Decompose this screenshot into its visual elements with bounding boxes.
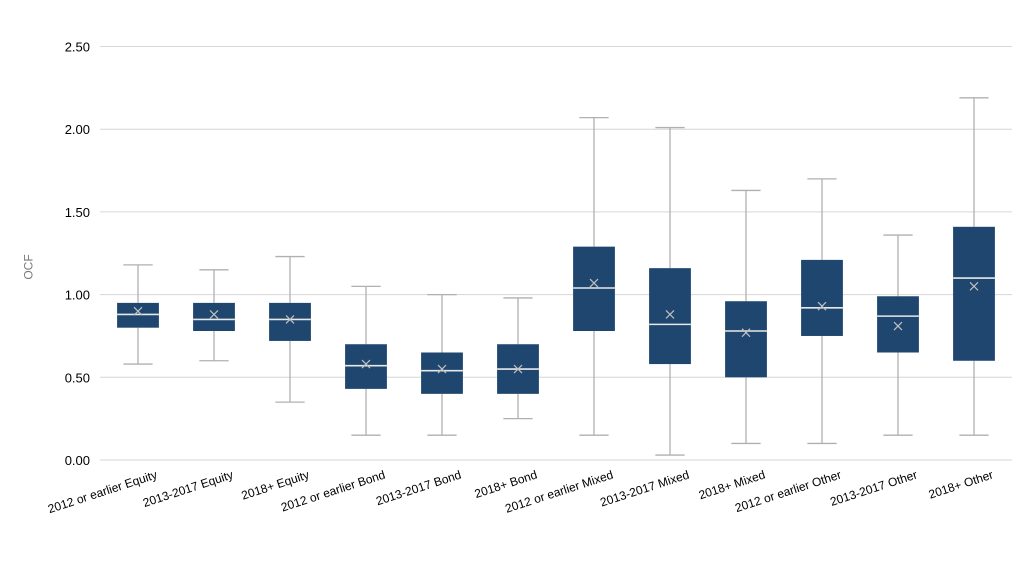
category-label: 2013-2017 Other bbox=[828, 468, 919, 509]
category-label: 2018+ Other bbox=[927, 468, 995, 502]
box-5 bbox=[497, 298, 539, 419]
box-1 bbox=[193, 270, 235, 361]
chart-svg: 0.00 0.50 1.00 1.50 2.00 2.50 2012 or earlier … bbox=[0, 0, 1024, 563]
box-rect bbox=[117, 303, 159, 328]
box-11 bbox=[953, 98, 995, 435]
box-3 bbox=[345, 286, 387, 435]
box-9 bbox=[801, 179, 843, 444]
y-axis-label: OCF bbox=[22, 254, 36, 279]
box-rect bbox=[573, 247, 615, 331]
box-rect bbox=[193, 303, 235, 331]
box-10 bbox=[877, 235, 919, 435]
box-4 bbox=[421, 295, 463, 436]
box-2 bbox=[269, 257, 311, 403]
y-tick-label: 1.00 bbox=[65, 288, 90, 303]
y-tick-label: 0.50 bbox=[65, 370, 90, 385]
category-label: 2012 or earlier Equity bbox=[46, 468, 159, 517]
box-rect bbox=[421, 353, 463, 394]
box-rect bbox=[801, 260, 843, 336]
box-rect bbox=[345, 344, 387, 389]
box-rect bbox=[649, 268, 691, 364]
y-tick-label: 1.50 bbox=[65, 205, 90, 220]
y-tick-label: 0.00 bbox=[65, 453, 90, 468]
gridlines bbox=[100, 47, 1012, 460]
box-rect bbox=[725, 301, 767, 377]
y-tick-label: 2.50 bbox=[65, 40, 90, 55]
box-rect bbox=[953, 227, 995, 361]
category-label: 2013-2017 Bond bbox=[374, 468, 463, 509]
box-0 bbox=[117, 265, 159, 364]
box-7 bbox=[649, 128, 691, 455]
box-6 bbox=[573, 118, 615, 436]
box-rect bbox=[877, 296, 919, 352]
y-tick-label: 2.00 bbox=[65, 122, 90, 137]
box-rect bbox=[269, 303, 311, 341]
ocf-boxplot-chart: OCF 0.00 0.50 1.00 1.50 2.00 2.50 2012 or earl… bbox=[0, 0, 1024, 563]
box-8 bbox=[725, 190, 767, 443]
